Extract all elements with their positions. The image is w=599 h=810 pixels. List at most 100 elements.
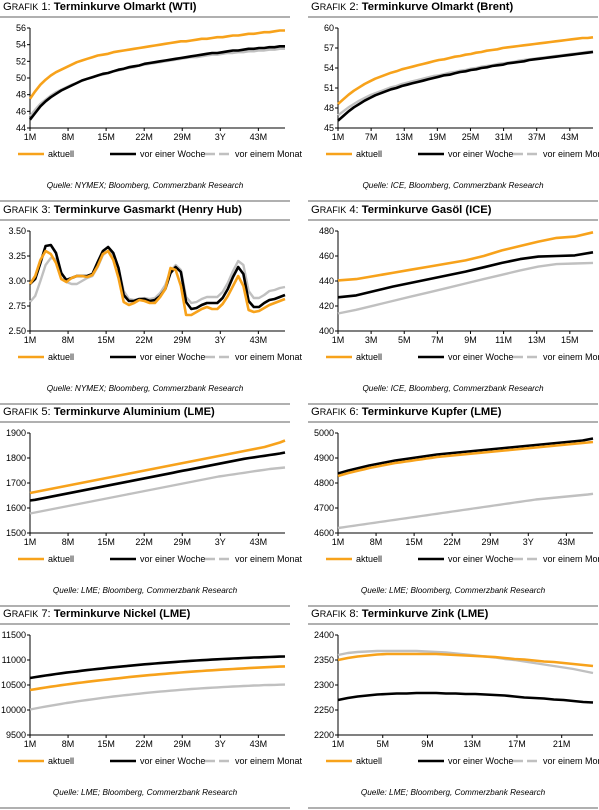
x-tick-label: 9M bbox=[464, 335, 477, 345]
x-tick-label: 3Y bbox=[215, 335, 226, 345]
chart-title: GRAFIK 8: Terminkurve Zink (LME) bbox=[311, 608, 488, 620]
legend-item: aktuell bbox=[18, 756, 74, 766]
y-tick-label: 1500 bbox=[6, 528, 26, 538]
legend-label: aktuell bbox=[356, 149, 382, 159]
y-tick-label: 48 bbox=[324, 103, 334, 113]
chart-title: GRAFIK 2: Terminkurve Olmarkt (Brent) bbox=[311, 1, 513, 13]
x-tick-label: 3Y bbox=[215, 739, 226, 749]
legend-item: aktuell bbox=[326, 352, 382, 362]
y-tick-label: 56 bbox=[16, 23, 26, 33]
chart-source: Quelle: ICE, Bloomberg, Commerzbank Rese… bbox=[362, 384, 544, 393]
series-vor-einer-woche bbox=[29, 451, 286, 502]
x-tick-label: 7M bbox=[365, 132, 378, 142]
x-tick-label: 5M bbox=[376, 739, 389, 749]
legend-item: aktuell bbox=[326, 149, 382, 159]
y-tick-label: 2250 bbox=[314, 705, 334, 715]
y-tick-label: 4900 bbox=[314, 453, 334, 463]
y-tick-label: 60 bbox=[324, 23, 334, 33]
x-tick-label: 1M bbox=[332, 537, 345, 547]
y-tick-label: 1900 bbox=[6, 428, 26, 438]
bottom-divider bbox=[308, 200, 598, 202]
legend-item: vor einem Monat bbox=[205, 756, 303, 766]
grafik-initial: G bbox=[311, 1, 320, 13]
y-tick-label: 4700 bbox=[314, 503, 334, 513]
legend-item: aktuell bbox=[18, 554, 74, 564]
y-tick-label: 54 bbox=[16, 40, 26, 50]
y-tick-label: 5000 bbox=[314, 428, 334, 438]
chart-source: Quelle: LME; Bloomberg, Commerzbank Rese… bbox=[360, 586, 546, 595]
x-tick-label: 29M bbox=[173, 739, 191, 749]
legend-label: vor einem Monat bbox=[235, 352, 303, 362]
x-tick-label: 13M bbox=[528, 335, 546, 345]
y-tick-label: 1800 bbox=[6, 453, 26, 463]
x-tick-label: 15M bbox=[97, 132, 115, 142]
series-vor-einer-woche bbox=[337, 691, 594, 704]
grafik-word: RAFIK bbox=[319, 2, 347, 12]
line-chart: 4600 4700 4800 4900 5000 1M 8M 15M 22M 29M 3Y 43M ak… bbox=[314, 428, 599, 564]
legend-label: vor einer Woche bbox=[140, 149, 205, 159]
series-aktuell bbox=[29, 665, 286, 692]
bottom-divider bbox=[308, 807, 598, 809]
legend-label: vor einer Woche bbox=[140, 352, 205, 362]
chart-source: Quelle: ICE, Bloomberg, Commerzbank Rese… bbox=[362, 181, 544, 190]
x-tick-label: 15M bbox=[405, 537, 423, 547]
y-tick-label: 440 bbox=[319, 276, 334, 286]
grafik-initial: G bbox=[3, 204, 12, 216]
chart-title: GRAFIK 3: Terminkurve Gasmarkt (Henry Hu… bbox=[3, 204, 242, 216]
x-tick-label: 15M bbox=[97, 335, 115, 345]
line-chart: 2.50 2.75 3.00 3.25 3.50 1M 8M 15M 22M 29M 3Y 43M ak… bbox=[8, 226, 302, 362]
y-tick-label: 2.50 bbox=[8, 326, 26, 336]
series-vor-einem-monat bbox=[29, 47, 285, 118]
chart-source: Quelle: LME; Bloomberg, Commerzbank Rese… bbox=[52, 586, 238, 595]
x-tick-label: 11M bbox=[495, 335, 512, 345]
y-tick-label: 2.75 bbox=[8, 301, 26, 311]
x-tick-label: 13M bbox=[463, 739, 481, 749]
chart-number: 6: bbox=[346, 406, 362, 418]
line-chart: 9500 10000 10500 11000 11500 1M 8M 15M 22M 29M 3Y 4… bbox=[1, 630, 303, 766]
legend-item: vor einer Woche bbox=[418, 554, 513, 564]
chart-title-text: Terminkurve Olmarkt (WTI) bbox=[53, 1, 197, 13]
grafik-initial: G bbox=[311, 608, 320, 620]
legend-label: aktuell bbox=[48, 149, 74, 159]
y-tick-label: 1600 bbox=[6, 503, 26, 513]
chart-title-text: Terminkurve Gasöl (ICE) bbox=[361, 204, 492, 216]
chart-panel-aluminium: GRAFIK 5: Terminkurve Aluminium (LME) 150… bbox=[0, 405, 303, 607]
legend-label: vor einem Monat bbox=[543, 352, 599, 362]
x-tick-label: 22M bbox=[135, 739, 153, 749]
y-tick-label: 45 bbox=[324, 123, 334, 133]
x-tick-label: 3Y bbox=[215, 132, 226, 142]
y-tick-label: 44 bbox=[16, 123, 26, 133]
grafik-word: RAFIK bbox=[319, 407, 347, 417]
grafik-word: RAFIK bbox=[11, 609, 39, 619]
chart-number: 5: bbox=[38, 406, 54, 418]
x-tick-label: 25M bbox=[462, 132, 480, 142]
x-tick-label: 3Y bbox=[215, 537, 226, 547]
legend-item: vor einer Woche bbox=[110, 352, 205, 362]
y-tick-label: 3.25 bbox=[8, 251, 26, 261]
x-tick-label: 31M bbox=[495, 132, 513, 142]
legend-label: aktuell bbox=[48, 352, 74, 362]
x-tick-label: 19M bbox=[429, 132, 447, 142]
chart-source: Quelle: NYMEX; Bloomberg, Commerzbank Re… bbox=[46, 384, 244, 393]
legend-label: vor einer Woche bbox=[448, 352, 513, 362]
title-divider bbox=[308, 16, 598, 18]
bottom-divider bbox=[308, 605, 598, 607]
series-vor-einem-monat bbox=[29, 683, 286, 711]
legend-label: vor einem Monat bbox=[235, 756, 303, 766]
legend-label: vor einem Monat bbox=[543, 756, 599, 766]
legend-item: vor einem Monat bbox=[205, 149, 303, 159]
x-tick-label: 3Y bbox=[523, 537, 534, 547]
y-tick-label: 11000 bbox=[2, 655, 26, 665]
y-tick-label: 3.50 bbox=[8, 226, 26, 236]
title-divider bbox=[0, 219, 290, 221]
x-tick-label: 9M bbox=[421, 739, 434, 749]
legend-label: vor einer Woche bbox=[448, 756, 513, 766]
chart-panel-kupfer: GRAFIK 6: Terminkurve Kupfer (LME) 4600 47… bbox=[308, 405, 599, 607]
x-tick-label: 1M bbox=[332, 335, 345, 345]
title-divider bbox=[308, 623, 598, 625]
legend-item: aktuell bbox=[18, 149, 74, 159]
series-aktuell bbox=[337, 36, 594, 105]
legend-label: aktuell bbox=[356, 554, 382, 564]
y-tick-label: 2200 bbox=[314, 730, 334, 740]
line-chart: 1500 1600 1700 1800 1900 1M 8M 15M 22M 29M 3Y 43M ak… bbox=[6, 428, 303, 564]
